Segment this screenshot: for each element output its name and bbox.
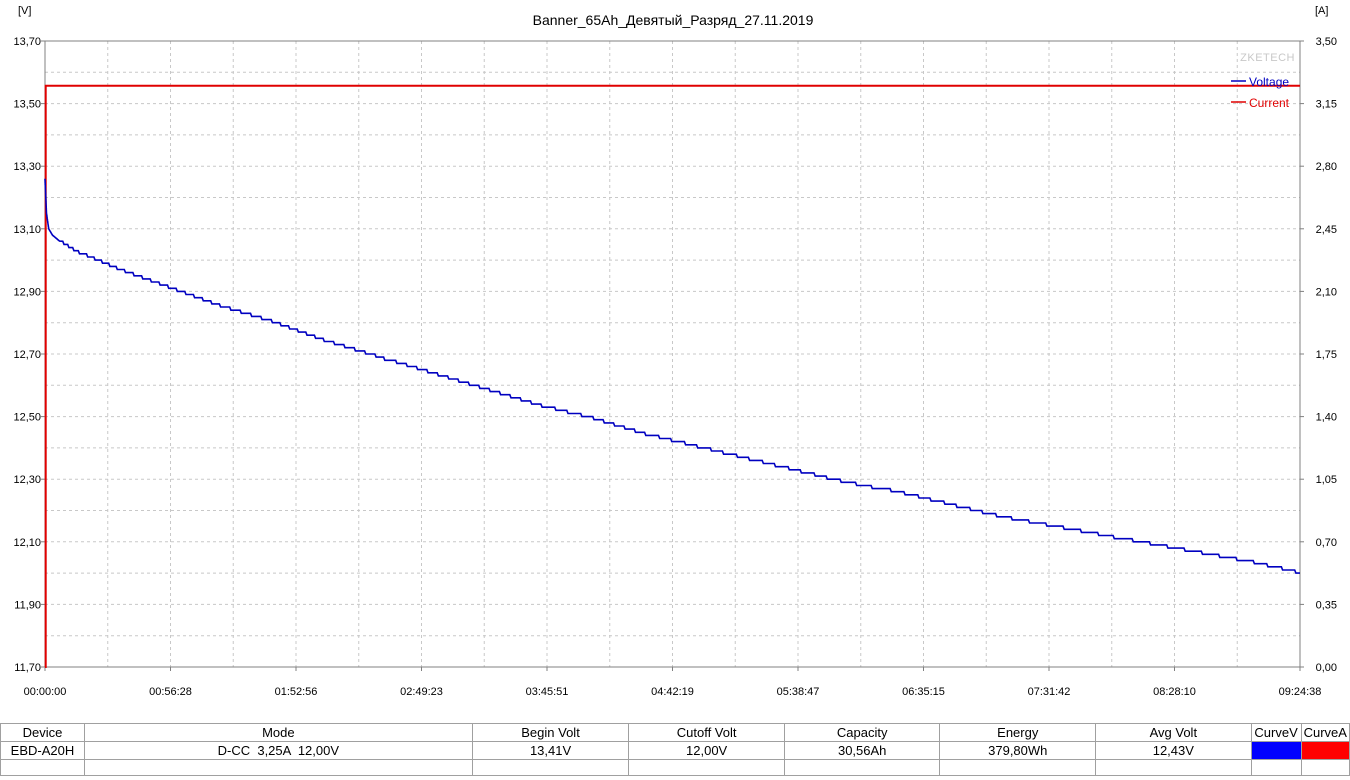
y2-tick-label: 1,05 <box>1316 474 1337 486</box>
x-tick-label: 00:56:28 <box>149 686 192 698</box>
y-tick-label: 13,50 <box>13 99 41 111</box>
cell-capacity: 30,56Ah <box>783 741 941 760</box>
empty-cell <box>471 759 630 776</box>
y2-tick-label: 3,50 <box>1316 36 1337 48</box>
cell-mode: D-CC 3,25A 12,00V <box>83 741 473 760</box>
y-tick-label: 12,90 <box>13 286 41 298</box>
cell-begin-volt: 13,41V <box>471 741 630 760</box>
y-tick-label: 12,70 <box>13 349 41 361</box>
left-axis-ticks: 13,70 13,50 13,30 13,10 12,90 12,70 12,50 12,30… <box>13 36 45 674</box>
y-tick-label: 12,50 <box>13 412 41 424</box>
info-data-row: EBD-A20H D-CC 3,25A 12,00V 13,41V 12,00V… <box>0 741 1350 760</box>
x-axis-ticks: 00:00:00 00:56:28 01:52:56 02:49:23 03:45:51… <box>24 667 1322 698</box>
info-header-row: Device Mode Begin Volt Cutoff Volt Capac… <box>0 723 1350 742</box>
right-axis-unit: [A] <box>1315 5 1328 17</box>
y2-tick-label: 0,70 <box>1316 537 1337 549</box>
y2-tick-label: 2,45 <box>1316 224 1337 236</box>
x-tick-label: 07:31:42 <box>1028 686 1071 698</box>
header-curve-v: CurveV <box>1250 723 1302 742</box>
y-tick-label: 11,90 <box>14 599 41 611</box>
empty-cell <box>783 759 941 776</box>
header-device: Device <box>0 723 85 742</box>
x-tick-label: 01:52:56 <box>275 686 318 698</box>
series-voltage-line <box>44 178 1300 574</box>
empty-cell <box>1250 759 1302 776</box>
y2-tick-label: 1,75 <box>1316 349 1337 361</box>
x-tick-label: 02:49:23 <box>400 686 443 698</box>
y2-tick-label: 2,80 <box>1316 161 1337 173</box>
curve-a-color[interactable] <box>1300 741 1350 760</box>
y2-tick-label: 0,35 <box>1316 599 1337 611</box>
left-axis-unit: [V] <box>18 5 31 17</box>
grid <box>45 41 1300 667</box>
header-begin-volt: Begin Volt <box>471 723 630 742</box>
legend-voltage-label: Voltage <box>1249 75 1289 89</box>
x-tick-label: 06:35:15 <box>902 686 945 698</box>
header-energy: Energy <box>939 723 1097 742</box>
x-tick-label: 00:00:00 <box>24 686 67 698</box>
info-table: Device Mode Begin Volt Cutoff Volt Capac… <box>0 723 1350 776</box>
y-tick-label: 13,30 <box>13 161 41 173</box>
y-tick-label: 13,10 <box>13 224 41 236</box>
header-cutoff-volt: Cutoff Volt <box>628 723 785 742</box>
chart-title: Banner_65Ah_Девятый_Разряд_27.11.2019 <box>533 12 814 28</box>
y-tick-label: 13,70 <box>13 36 41 48</box>
x-tick-label: 09:24:38 <box>1279 686 1322 698</box>
cell-energy: 379,80Wh <box>939 741 1097 760</box>
chart: Banner_65Ah_Девятый_Разряд_27.11.2019 [V… <box>13 5 1337 698</box>
cell-avg-volt: 12,43V <box>1095 741 1252 760</box>
curve-v-color[interactable] <box>1250 741 1302 760</box>
right-axis-ticks: 3,50 3,15 2,80 2,45 2,10 1,75 1,40 1,05 0,70 0,35… <box>1300 36 1337 674</box>
y2-tick-label: 2,10 <box>1316 286 1337 298</box>
y2-tick-label: 1,40 <box>1316 412 1337 424</box>
empty-cell <box>939 759 1097 776</box>
empty-cell <box>628 759 785 776</box>
x-tick-label: 08:28:10 <box>1153 686 1196 698</box>
x-tick-label: 03:45:51 <box>526 686 569 698</box>
empty-cell <box>1095 759 1252 776</box>
watermark: ZKETECH <box>1240 52 1295 64</box>
y2-tick-label: 3,15 <box>1316 99 1337 111</box>
info-empty-row <box>0 759 1350 776</box>
series-current-line <box>44 84 1300 668</box>
cell-device: EBD-A20H <box>0 741 85 760</box>
empty-cell <box>83 759 473 776</box>
header-curve-a: CurveA <box>1300 723 1350 742</box>
y2-tick-label: 0,00 <box>1316 662 1337 674</box>
header-mode: Mode <box>83 723 473 742</box>
x-tick-label: 04:42:19 <box>651 686 694 698</box>
legend: Voltage Current <box>1231 75 1290 110</box>
header-capacity: Capacity <box>783 723 941 742</box>
series-group <box>44 84 1300 668</box>
empty-cell <box>0 759 85 776</box>
y-tick-label: 12,10 <box>13 537 41 549</box>
x-tick-label: 05:38:47 <box>777 686 820 698</box>
legend-current-label: Current <box>1249 96 1290 110</box>
header-avg-volt: Avg Volt <box>1095 723 1252 742</box>
cell-cutoff-volt: 12,00V <box>628 741 785 760</box>
y-tick-label: 11,70 <box>14 662 41 674</box>
empty-cell <box>1300 759 1350 776</box>
y-tick-label: 12,30 <box>13 474 41 486</box>
